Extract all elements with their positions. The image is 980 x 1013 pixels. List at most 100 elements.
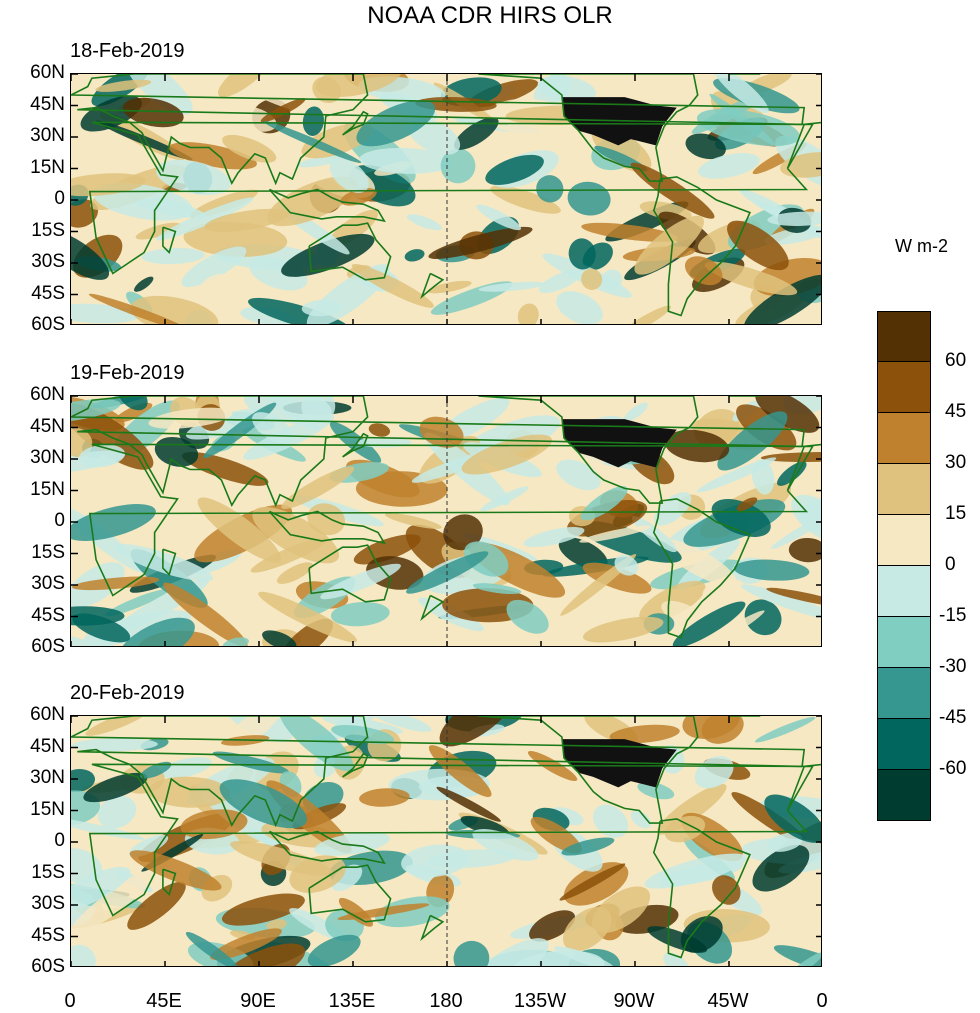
anomaly-blob bbox=[581, 268, 603, 290]
anomaly-blob bbox=[71, 769, 96, 793]
anomaly-blob bbox=[130, 295, 219, 324]
anomaly-blob bbox=[579, 525, 651, 543]
colorbar-swatch bbox=[877, 770, 931, 821]
anomaly-blob bbox=[401, 844, 469, 878]
anomaly-blob bbox=[767, 211, 821, 226]
anomaly-blob bbox=[428, 745, 492, 798]
anomaly-blob bbox=[71, 428, 93, 458]
anomaly-blob bbox=[168, 142, 257, 170]
lat-label: 60S bbox=[31, 956, 65, 977]
anomaly-blob bbox=[698, 153, 760, 179]
lat-label: 30S bbox=[31, 893, 65, 914]
anomaly-blob bbox=[696, 108, 801, 147]
anomaly-blob bbox=[767, 832, 803, 852]
anomaly-blob bbox=[141, 248, 205, 265]
coastline bbox=[88, 121, 814, 275]
anomaly-blob bbox=[140, 761, 172, 779]
anomaly-blob bbox=[428, 226, 533, 259]
coastline bbox=[88, 443, 814, 597]
anomaly-blob bbox=[664, 815, 706, 843]
anomaly-blob bbox=[559, 863, 626, 901]
anomaly-blob bbox=[490, 185, 561, 214]
anomaly-blob bbox=[71, 868, 158, 936]
lat-label: 15N bbox=[30, 798, 65, 820]
lon-label: 45W bbox=[707, 990, 749, 1012]
anomaly-blob bbox=[71, 944, 96, 966]
colorbar-swatch bbox=[877, 668, 931, 719]
anomaly-blob bbox=[647, 926, 708, 953]
anomaly-blob bbox=[712, 74, 769, 114]
anomaly-blob bbox=[281, 233, 375, 277]
anomaly-blob bbox=[190, 189, 259, 218]
anomaly-blob bbox=[609, 724, 680, 744]
anomaly-blob bbox=[71, 832, 119, 864]
coastline bbox=[268, 830, 386, 865]
colorbar-swatch bbox=[877, 719, 931, 770]
anomaly-blob bbox=[620, 305, 671, 324]
anomaly-blob bbox=[126, 74, 193, 115]
coastline bbox=[308, 544, 392, 603]
anomaly-blob bbox=[359, 788, 410, 807]
anomaly-blob bbox=[701, 716, 744, 744]
anomaly-blob bbox=[654, 492, 692, 526]
anomaly-blob bbox=[71, 173, 146, 197]
anomaly-blob bbox=[217, 74, 271, 98]
anomaly-blob bbox=[624, 402, 648, 422]
anomaly-blob bbox=[331, 724, 395, 745]
anomaly-blob bbox=[511, 950, 605, 966]
anomaly-blob bbox=[148, 776, 230, 808]
anomaly-blob bbox=[135, 222, 181, 240]
colorbar-level-label: -60 bbox=[939, 758, 967, 779]
anomaly-blob bbox=[582, 562, 652, 594]
anomaly-blob bbox=[529, 910, 576, 942]
anomaly-blob bbox=[744, 274, 821, 324]
anomaly-blob bbox=[672, 601, 746, 646]
lat-label: 45N bbox=[30, 415, 65, 437]
anomaly-blob bbox=[260, 98, 306, 123]
anomaly-blob bbox=[359, 147, 452, 174]
anomaly-blob bbox=[530, 816, 582, 854]
lat-label: 45S bbox=[31, 282, 65, 304]
coastline bbox=[652, 176, 751, 317]
anomaly-blob bbox=[461, 434, 553, 475]
lat-label: 15N bbox=[30, 156, 65, 178]
coastline bbox=[71, 396, 806, 508]
lat-label: 45N bbox=[30, 735, 65, 757]
anomaly-blob bbox=[212, 751, 290, 774]
anomaly-blob bbox=[315, 74, 403, 97]
lat-label: 15S bbox=[31, 861, 65, 883]
coastline bbox=[308, 222, 392, 281]
coastline bbox=[342, 110, 369, 136]
anomaly-blob bbox=[129, 850, 222, 891]
anomaly-blob bbox=[71, 199, 99, 228]
anomaly-blob bbox=[263, 121, 362, 163]
anomaly-blob bbox=[331, 864, 363, 892]
anomaly-blob bbox=[127, 881, 186, 930]
anomaly-blob bbox=[71, 848, 103, 884]
anomaly-blob bbox=[592, 804, 629, 838]
anomaly-blob bbox=[440, 148, 476, 184]
anomaly-blob bbox=[71, 866, 131, 912]
colorbar-swatch bbox=[877, 362, 931, 413]
anomaly-blob bbox=[685, 133, 726, 160]
lat-label: 0 bbox=[54, 188, 65, 209]
anomaly-blob bbox=[320, 563, 401, 600]
anomaly-blob bbox=[788, 537, 821, 563]
anomaly-blob bbox=[404, 249, 425, 262]
colorbar-swatch bbox=[877, 566, 931, 617]
anomaly-blob bbox=[517, 303, 539, 324]
anomaly-blob bbox=[330, 601, 390, 627]
colorbar-level-label: 0 bbox=[945, 554, 956, 575]
anomaly-blob bbox=[276, 562, 313, 584]
anomaly-blob bbox=[301, 122, 374, 159]
colorbar-level-label: -30 bbox=[939, 656, 967, 677]
coastline bbox=[268, 188, 386, 223]
coastline bbox=[162, 868, 177, 897]
anomaly-blob bbox=[219, 943, 306, 966]
anomaly-blob bbox=[258, 591, 357, 643]
lat-label: 15N bbox=[30, 478, 65, 500]
lat-label: 30S bbox=[31, 251, 65, 272]
anomaly-blob bbox=[222, 637, 249, 646]
anomaly-blob bbox=[329, 421, 382, 464]
colorbar-swatch bbox=[877, 413, 931, 464]
